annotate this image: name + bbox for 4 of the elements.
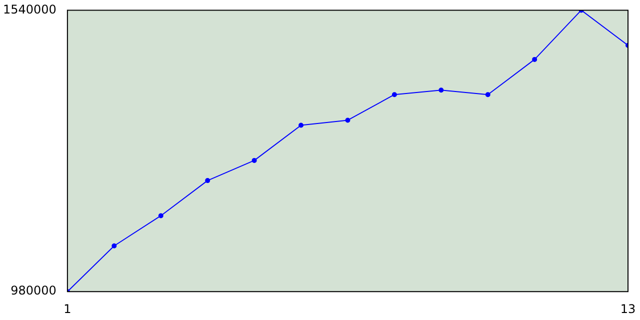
y-tick-label: 1540000	[2, 2, 56, 16]
x-tick-label: 13	[620, 302, 636, 316]
y-tick-label: 980000	[10, 284, 56, 298]
x-tick-label: 1	[64, 302, 72, 316]
